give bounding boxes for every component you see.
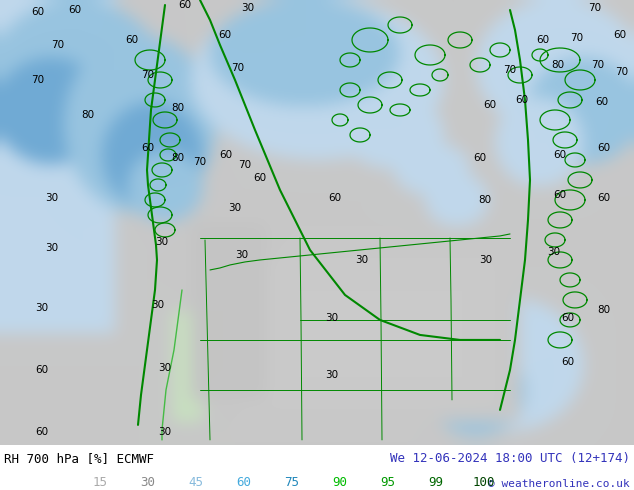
Text: 70: 70 (51, 40, 65, 50)
Text: 30: 30 (152, 300, 165, 310)
Text: 60: 60 (36, 427, 49, 437)
Text: 60: 60 (328, 193, 342, 203)
Text: 90: 90 (332, 476, 347, 489)
Text: 60: 60 (219, 150, 233, 160)
Text: 60: 60 (597, 193, 611, 203)
Text: 80: 80 (81, 110, 94, 120)
Text: 70: 70 (193, 157, 207, 167)
Text: 30: 30 (235, 250, 249, 260)
Text: 70: 70 (238, 160, 252, 170)
Text: 60: 60 (553, 150, 567, 160)
Text: 15: 15 (93, 476, 108, 489)
Text: 70: 70 (503, 65, 517, 75)
Text: 30: 30 (158, 363, 172, 373)
Text: 70: 70 (141, 70, 155, 80)
Text: 60: 60 (562, 357, 574, 367)
Text: 100: 100 (473, 476, 495, 489)
Text: 80: 80 (171, 153, 184, 163)
Text: 70: 70 (592, 60, 605, 70)
Text: 30: 30 (228, 203, 242, 213)
Text: 60: 60 (236, 476, 252, 489)
Text: 30: 30 (325, 313, 339, 323)
Text: © weatheronline.co.uk: © weatheronline.co.uk (488, 479, 630, 489)
Text: 80: 80 (552, 60, 564, 70)
Text: 30: 30 (479, 255, 493, 265)
Text: 60: 60 (254, 173, 266, 183)
Text: 95: 95 (380, 476, 396, 489)
Text: 60: 60 (597, 143, 611, 153)
Text: 30: 30 (141, 476, 155, 489)
Text: 30: 30 (325, 370, 339, 380)
Text: 70: 70 (231, 63, 245, 73)
Text: 60: 60 (595, 97, 609, 107)
Text: 60: 60 (614, 30, 626, 40)
Text: 30: 30 (242, 3, 255, 13)
Text: 30: 30 (46, 243, 58, 253)
Text: 60: 60 (515, 95, 529, 105)
Text: 30: 30 (356, 255, 368, 265)
Text: 99: 99 (429, 476, 444, 489)
Text: 60: 60 (219, 30, 231, 40)
Text: 60: 60 (562, 313, 574, 323)
Text: 60: 60 (32, 7, 44, 17)
Text: 60: 60 (141, 143, 155, 153)
Text: 30: 30 (155, 237, 169, 247)
Text: 30: 30 (547, 247, 560, 257)
Text: 70: 70 (616, 67, 628, 77)
Text: 60: 60 (178, 0, 191, 10)
Text: 60: 60 (553, 190, 567, 200)
Text: 70: 70 (32, 75, 44, 85)
Text: 30: 30 (46, 193, 58, 203)
Text: 60: 60 (474, 153, 486, 163)
Text: 70: 70 (588, 3, 602, 13)
Text: 75: 75 (285, 476, 299, 489)
Text: 80: 80 (171, 103, 184, 113)
Text: We 12-06-2024 18:00 UTC (12+174): We 12-06-2024 18:00 UTC (12+174) (390, 452, 630, 465)
Text: 60: 60 (536, 35, 550, 45)
Text: 80: 80 (597, 305, 611, 315)
Text: 30: 30 (158, 427, 172, 437)
Text: 70: 70 (571, 33, 583, 43)
Text: 60: 60 (36, 365, 49, 375)
Text: 60: 60 (68, 5, 82, 15)
Text: 80: 80 (479, 195, 491, 205)
Text: 60: 60 (484, 100, 496, 110)
Text: 45: 45 (188, 476, 204, 489)
Text: RH 700 hPa [%] ECMWF: RH 700 hPa [%] ECMWF (4, 452, 154, 465)
Text: 30: 30 (36, 303, 49, 313)
Text: 60: 60 (126, 35, 139, 45)
